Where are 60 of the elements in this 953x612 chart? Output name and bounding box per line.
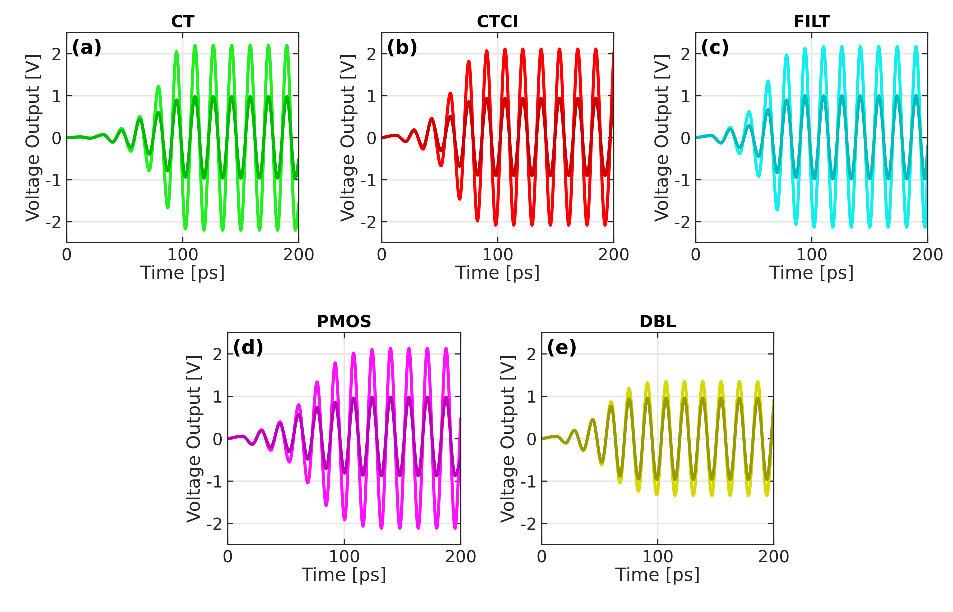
y-tick-label: 2 bbox=[682, 48, 690, 60]
y-axis-title: Voltage Output [V] bbox=[654, 55, 672, 222]
x-tick-label: 100 bbox=[168, 248, 198, 261]
x-tick-label: 200 bbox=[284, 248, 314, 261]
y-tick-label: 1 bbox=[368, 90, 376, 102]
annotation: (e) bbox=[548, 339, 576, 357]
x-tick-label: 0 bbox=[62, 248, 72, 261]
y-tick-label: 1 bbox=[528, 390, 536, 403]
y-tick-label: -2 bbox=[361, 216, 376, 228]
x-tick-label: 100 bbox=[330, 550, 360, 563]
y-tick-label: -2 bbox=[46, 216, 60, 228]
y-axis-title: Voltage Output [V] bbox=[186, 356, 204, 524]
y-tick-label: 1 bbox=[53, 90, 61, 102]
x-tick-label: 200 bbox=[759, 550, 789, 563]
chart-title: PMOS bbox=[318, 315, 371, 328]
y-tick-label: 0 bbox=[368, 132, 376, 145]
x-tick-label: 100 bbox=[644, 550, 673, 563]
x-tick-label: 0 bbox=[378, 248, 386, 261]
y-tick-label: 0 bbox=[52, 132, 62, 145]
y-tick-label: 2 bbox=[528, 348, 536, 361]
y-tick-label: 1 bbox=[214, 390, 222, 403]
x-tick-label: 200 bbox=[913, 248, 943, 261]
x-axis-title: Time [ps] bbox=[302, 567, 386, 585]
x-axis-title: Time [ps] bbox=[140, 265, 224, 283]
y-axis-title: Voltage Output [V] bbox=[25, 55, 43, 222]
annotation: (c) bbox=[702, 39, 728, 57]
chart-title: CTCI bbox=[478, 15, 518, 28]
chart-title: DBL bbox=[640, 315, 676, 328]
y-tick-label: 0 bbox=[528, 432, 536, 446]
chart-title: CT bbox=[172, 15, 195, 28]
y-tick-label: 0 bbox=[214, 432, 222, 446]
y-axis-title: Voltage Output [V] bbox=[340, 55, 358, 222]
x-axis-title: Time [ps] bbox=[456, 265, 539, 283]
y-tick-label: -2 bbox=[521, 518, 536, 530]
y-tick-label: 1 bbox=[682, 90, 690, 102]
y-tick-label: -2 bbox=[207, 518, 222, 530]
y-tick-label: -1 bbox=[361, 174, 376, 186]
x-tick-label: 200 bbox=[599, 248, 629, 261]
x-tick-label: 100 bbox=[484, 248, 513, 261]
y-tick-label: -2 bbox=[675, 216, 690, 228]
y-tick-label: 0 bbox=[682, 132, 690, 145]
y-tick-label: 2 bbox=[52, 48, 60, 60]
annotation: (d) bbox=[234, 339, 263, 357]
y-tick-label: -1 bbox=[675, 174, 690, 186]
y-axis-title: Voltage Output [V] bbox=[500, 356, 518, 524]
y-tick-label: -1 bbox=[207, 476, 222, 488]
x-tick-label: 0 bbox=[692, 248, 700, 261]
x-tick-label: 0 bbox=[224, 550, 232, 563]
chart-title: FILT bbox=[795, 15, 830, 28]
annotation: (b) bbox=[388, 39, 417, 57]
x-axis-title: Time [ps] bbox=[616, 567, 699, 585]
x-axis-title: Time [ps] bbox=[770, 265, 853, 283]
annotation: (a) bbox=[73, 39, 101, 57]
x-tick-label: 0 bbox=[538, 550, 546, 563]
y-tick-label: -1 bbox=[46, 174, 61, 186]
y-tick-label: 2 bbox=[214, 348, 222, 361]
y-tick-label: -1 bbox=[521, 476, 536, 488]
x-tick-label: 100 bbox=[798, 248, 827, 261]
y-tick-label: 2 bbox=[368, 48, 376, 60]
x-tick-label: 200 bbox=[446, 550, 476, 563]
